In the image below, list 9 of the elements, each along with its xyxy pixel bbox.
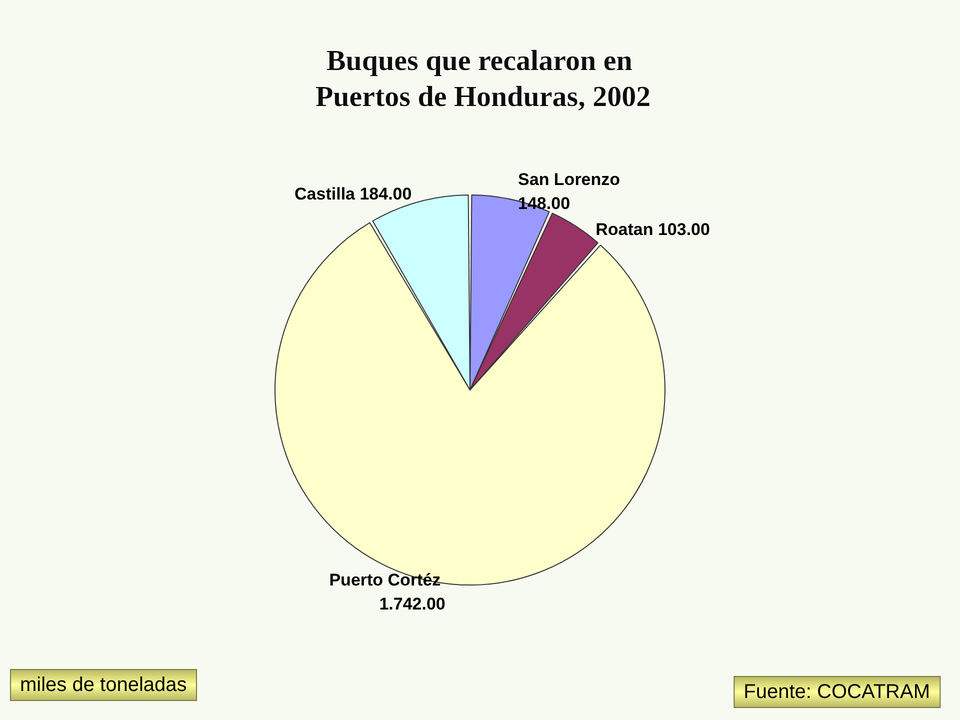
slice-label: Castilla 184.00 bbox=[294, 184, 412, 204]
text: miles de toneladas bbox=[20, 674, 187, 696]
slice-label: Roatan 103.00 bbox=[596, 220, 710, 240]
source-note: Fuente: COCATRAM bbox=[744, 681, 930, 703]
slice-label: Puerto Cortéz bbox=[329, 570, 446, 590]
data-label: 148.00 bbox=[518, 194, 570, 214]
slice-label: San Lorenzo bbox=[518, 170, 625, 190]
data-label: 1.742.00 bbox=[379, 594, 446, 614]
chart-title: Buques que recalaron en Puertos de Honduras, 2002 bbox=[315, 45, 651, 113]
